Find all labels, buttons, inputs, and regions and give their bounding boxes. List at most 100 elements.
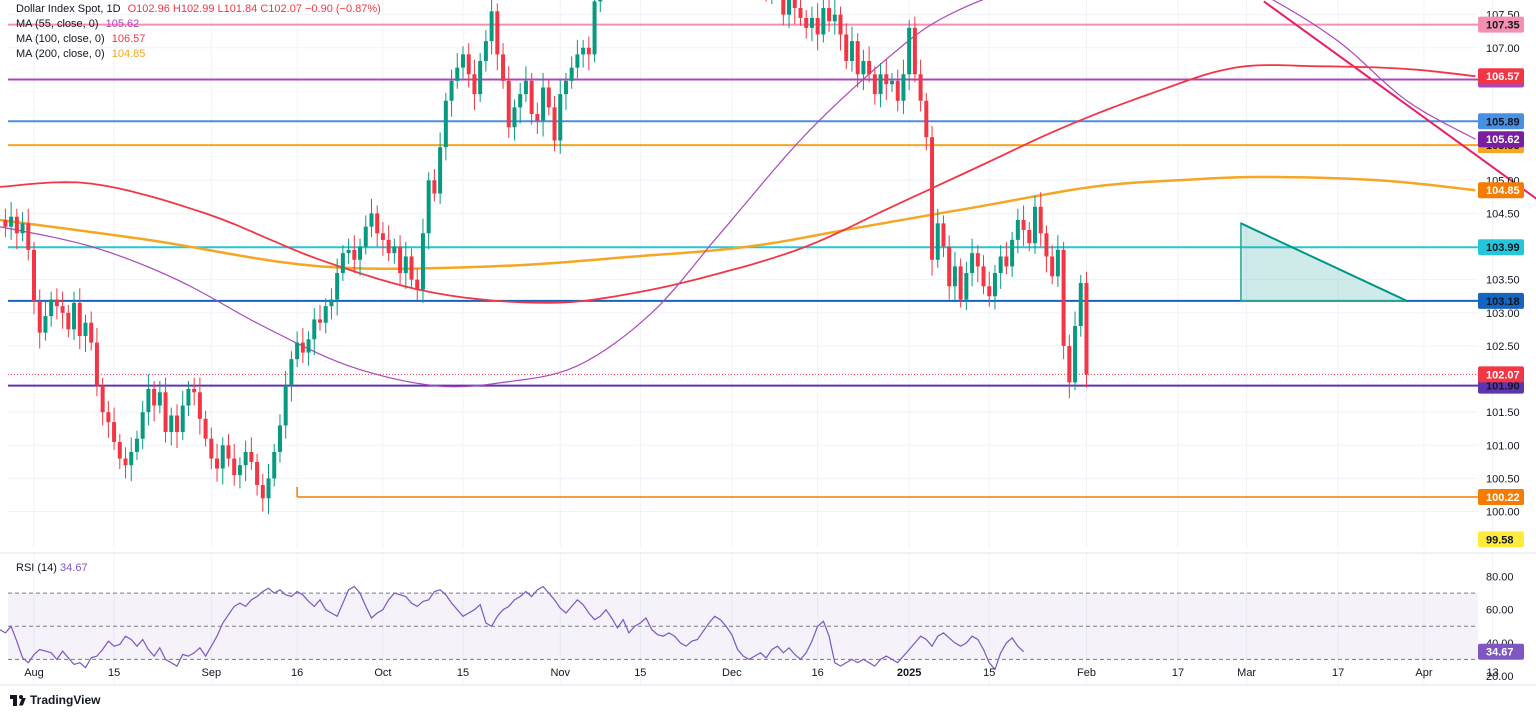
- candle: [592, 0, 597, 63]
- candle-body: [952, 266, 957, 287]
- candle: [1010, 231, 1015, 278]
- candle: [1078, 275, 1083, 337]
- candle: [117, 434, 122, 470]
- ohlc-readout: O102.96 H102.99 L101.84 C102.07 −0.90 (−…: [127, 3, 381, 15]
- candle-body: [312, 319, 317, 340]
- candle: [924, 92, 929, 151]
- candle: [209, 427, 214, 470]
- candle-body: [243, 451, 248, 466]
- candle: [163, 377, 168, 443]
- candle: [220, 437, 225, 485]
- candle-body: [592, 1, 597, 55]
- candle: [884, 59, 889, 101]
- price-tag-bg: [1478, 113, 1524, 130]
- candle: [54, 288, 59, 320]
- candle: [426, 172, 431, 250]
- candle-body: [907, 27, 912, 75]
- price-tag-bg: [1478, 131, 1524, 148]
- candle: [992, 265, 997, 310]
- price-axis[interactable]: 107.50107.00104.50105.00103.50103.00102.…: [1478, 10, 1524, 683]
- candle-body: [798, 8, 803, 18]
- time-axis[interactable]: Aug 15 Sep 16 Oct 15 Nov 15 Dec 16 2025 15 Feb 17 Mar 1…: [24, 667, 1499, 679]
- candle: [438, 132, 443, 205]
- time-tick-label: Feb: [1077, 667, 1096, 679]
- candle: [552, 96, 557, 152]
- candle-body: [598, 0, 603, 2]
- price-tag: 106.57: [1478, 68, 1524, 85]
- price-tag-bg: [1478, 239, 1524, 256]
- candle-body: [987, 286, 992, 297]
- candle: [32, 241, 36, 315]
- tradingview-wordmark: TradingView: [30, 693, 101, 707]
- candle: [765, 0, 767, 2]
- ma100-value: 106.57: [111, 33, 146, 45]
- candle-body: [552, 107, 557, 141]
- candle-body: [809, 17, 814, 28]
- candle-body: [455, 67, 460, 81]
- price-tag: 107.35: [1478, 16, 1524, 33]
- candle: [146, 374, 151, 426]
- candle: [1027, 222, 1032, 252]
- candle-body: [867, 61, 872, 75]
- time-tick-label: Apr: [1415, 667, 1432, 679]
- candle-body: [318, 319, 322, 323]
- price-tick-label: 103.50: [1486, 275, 1520, 287]
- price-tick-label: 100.00: [1486, 507, 1520, 519]
- candle: [809, 6, 814, 42]
- rsi-value-tag: 34.67: [1478, 643, 1524, 660]
- candle-body: [112, 422, 117, 442]
- candle-body: [83, 322, 88, 336]
- candle: [930, 125, 935, 276]
- candle: [1021, 205, 1026, 246]
- candle: [804, 9, 809, 39]
- price-tick-label: 107.00: [1486, 43, 1520, 55]
- candle-body: [569, 67, 574, 81]
- candle: [781, 0, 786, 26]
- candle-body: [323, 306, 328, 323]
- candle-body: [483, 41, 488, 62]
- candle: [1084, 271, 1089, 388]
- candle-body: [277, 425, 282, 452]
- candle-body: [478, 61, 483, 95]
- candle-body: [375, 213, 380, 234]
- candle: [203, 410, 208, 447]
- candle: [815, 3, 820, 51]
- candle-body: [180, 405, 185, 433]
- rsi-value-tag-bg: [1478, 643, 1524, 660]
- candle: [232, 443, 237, 486]
- candle: [415, 268, 420, 301]
- candle-body: [20, 223, 25, 234]
- candle: [941, 215, 946, 258]
- candle-body: [518, 94, 523, 108]
- candle: [523, 66, 528, 103]
- candle: [134, 430, 139, 460]
- ma200-legend[interactable]: MA (200, close, 0) 104.85: [16, 47, 381, 62]
- candle-body: [1044, 233, 1049, 257]
- tradingview-logo[interactable]: TradingView: [10, 693, 100, 707]
- candle-body: [935, 223, 940, 260]
- rsi-legend[interactable]: RSI (14) 34.67: [16, 562, 88, 574]
- candle-body: [335, 273, 340, 300]
- candle: [215, 443, 220, 482]
- price-tag-bg: [1478, 488, 1524, 505]
- price-tag: 105.62: [1478, 131, 1524, 148]
- candle-body: [1084, 282, 1089, 375]
- candle: [466, 43, 471, 88]
- candle-body: [352, 249, 357, 260]
- triangle-upper-edge: [1240, 222, 1408, 302]
- candle-body: [409, 256, 414, 280]
- candle: [489, 0, 494, 55]
- rsi-tick-label: 20.00: [1486, 671, 1514, 683]
- candle: [598, 0, 603, 12]
- ma55-legend[interactable]: MA (55, close, 0) 105.62: [16, 17, 381, 32]
- candle: [987, 271, 992, 307]
- candle-body: [1027, 229, 1032, 244]
- candle: [1004, 241, 1009, 275]
- price-tag-bg: [1478, 68, 1524, 85]
- rsi-value-tag-label: 34.67: [1486, 647, 1514, 659]
- ma100-legend[interactable]: MA (100, close, 0) 106.57: [16, 32, 381, 47]
- candle: [129, 437, 134, 482]
- candle-body: [443, 100, 448, 148]
- candle: [771, 0, 773, 5]
